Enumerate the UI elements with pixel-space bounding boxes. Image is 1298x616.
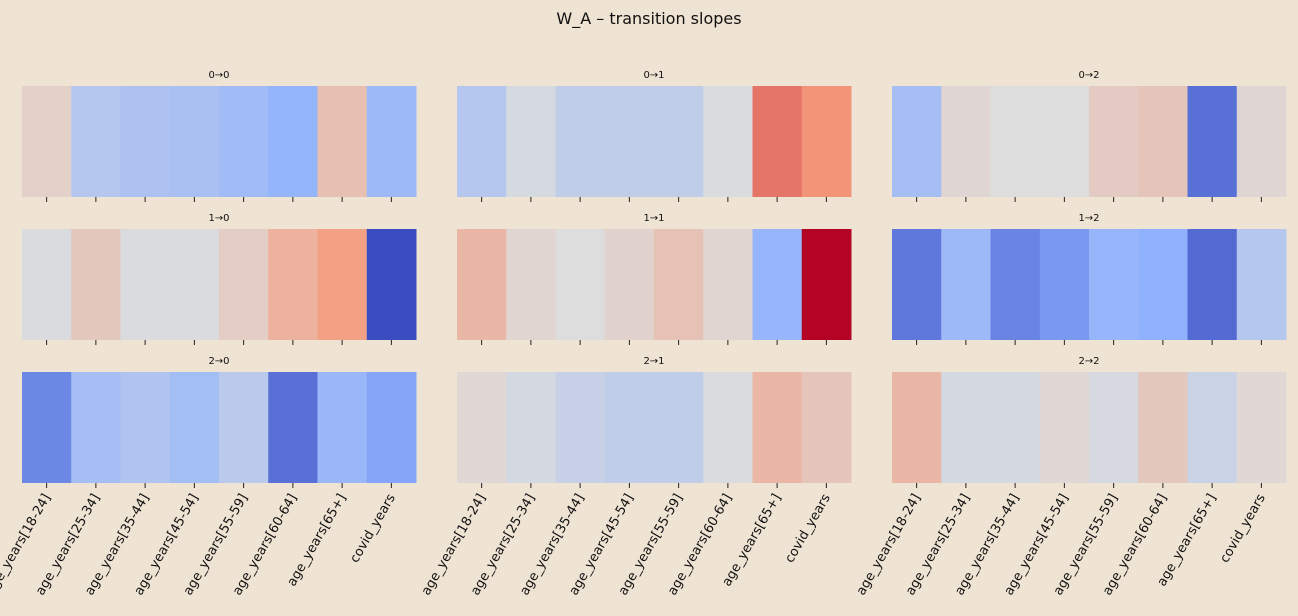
heatmap-cell — [1236, 86, 1287, 197]
heatmap-cell — [506, 86, 556, 197]
heatmap-cell — [1089, 86, 1139, 197]
heatmap-cell — [604, 86, 655, 197]
panel-title: 1→0 — [208, 213, 229, 224]
heatmap-cell — [317, 372, 368, 483]
heatmap-cell — [268, 86, 318, 197]
panel-title: 0→1 — [643, 70, 664, 81]
heatmap-cell — [120, 229, 171, 340]
heatmap-cell — [366, 372, 417, 483]
heatmap-panel: 0→2 — [892, 70, 1287, 202]
heatmap-cell — [752, 86, 803, 197]
heatmap-cell — [941, 372, 991, 483]
heatmap-cell — [990, 229, 1041, 340]
heatmap-cell — [752, 372, 803, 483]
heatmap-cell — [1089, 372, 1139, 483]
heatmap-cell — [941, 229, 991, 340]
heatmap-cell — [752, 229, 803, 340]
heatmap-panel: 0→0 — [22, 70, 417, 202]
heatmap-cell — [22, 372, 72, 483]
heatmap-cell — [219, 372, 269, 483]
heatmap-cell — [604, 372, 655, 483]
heatmap-panel: 2→1age_years[18-24]age_years[25-34]age_y… — [419, 356, 852, 598]
heatmap-cell — [268, 372, 318, 483]
x-tick-label: covid_years — [782, 491, 834, 565]
heatmap-cell — [169, 372, 220, 483]
heatmap-cell — [555, 372, 606, 483]
heatmap-panel: 1→2 — [892, 213, 1287, 345]
heatmap-cell — [22, 86, 72, 197]
chart-title: W_A – transition slopes — [556, 9, 741, 29]
panel-title: 2→1 — [643, 356, 664, 367]
heatmap-cell — [506, 229, 556, 340]
heatmap-cell — [120, 372, 171, 483]
heatmap-cell — [219, 86, 269, 197]
heatmap-cell — [457, 229, 507, 340]
heatmap-cell — [317, 86, 368, 197]
heatmap-cell — [1187, 229, 1238, 340]
x-tick-label: covid_years — [1217, 491, 1269, 565]
heatmap-cell — [71, 372, 121, 483]
heatmap-cell — [990, 86, 1041, 197]
heatmap-cell — [892, 86, 942, 197]
heatmap-cell — [268, 229, 318, 340]
heatmap-cell — [1187, 86, 1238, 197]
heatmap-cell — [1138, 372, 1188, 483]
heatmap-cell — [801, 372, 852, 483]
heatmap-cell — [71, 86, 121, 197]
heatmap-cell — [22, 229, 72, 340]
panel-title: 0→2 — [1078, 70, 1099, 81]
panel-title: 0→0 — [208, 70, 229, 81]
heatmap-cell — [1138, 229, 1188, 340]
heatmap-panels: 0→0 0→1 0→2 1→0 1→1 1→2 2→0age_years[18-24]age… — [0, 70, 1287, 598]
heatmap-cell — [1236, 372, 1287, 483]
heatmap-cell — [219, 229, 269, 340]
heatmap-cell — [1187, 372, 1238, 483]
heatmap-cell — [990, 372, 1041, 483]
heatmap-cell — [317, 229, 368, 340]
heatmap-cell — [457, 372, 507, 483]
heatmap-cell — [169, 229, 220, 340]
heatmap-cell — [71, 229, 121, 340]
heatmap-cell — [1236, 229, 1287, 340]
heatmap-panel: 0→1 — [457, 70, 852, 202]
heatmap-cell — [654, 86, 704, 197]
panel-title: 1→1 — [643, 213, 664, 224]
heatmap-cell — [703, 86, 753, 197]
heatmap-cell — [366, 229, 417, 340]
panel-title: 2→2 — [1078, 356, 1099, 367]
heatmap-cell — [892, 229, 942, 340]
heatmap-cell — [1039, 86, 1090, 197]
heatmap-cell — [169, 86, 220, 197]
heatmap-cell — [604, 229, 655, 340]
heatmap-cell — [654, 229, 704, 340]
heatmap-cell — [1039, 229, 1090, 340]
heatmap-cell — [801, 229, 852, 340]
heatmap-cell — [555, 229, 606, 340]
heatmap-cell — [506, 372, 556, 483]
panel-title: 2→0 — [208, 356, 229, 367]
heatmap-panel: 2→0age_years[18-24]age_years[25-34]age_y… — [0, 356, 417, 598]
heatmap-cell — [801, 86, 852, 197]
heatmap-panel: 1→0 — [22, 213, 417, 345]
heatmap-cell — [1089, 229, 1139, 340]
heatmap-panel: 1→1 — [457, 213, 852, 345]
heatmap-cell — [703, 372, 753, 483]
heatmap-cell — [1039, 372, 1090, 483]
heatmap-cell — [457, 86, 507, 197]
heatmap-cell — [120, 86, 171, 197]
heatmap-cell — [1138, 86, 1188, 197]
heatmap-panel: 2→2age_years[18-24]age_years[25-34]age_y… — [854, 356, 1287, 598]
x-tick-label: covid_years — [347, 491, 399, 565]
heatmap-cell — [892, 372, 942, 483]
heatmap-cell — [555, 86, 606, 197]
panel-title: 1→2 — [1078, 213, 1099, 224]
heatmap-cell — [703, 229, 753, 340]
heatmap-cell — [941, 86, 991, 197]
heatmap-cell — [654, 372, 704, 483]
heatmap-cell — [366, 86, 417, 197]
